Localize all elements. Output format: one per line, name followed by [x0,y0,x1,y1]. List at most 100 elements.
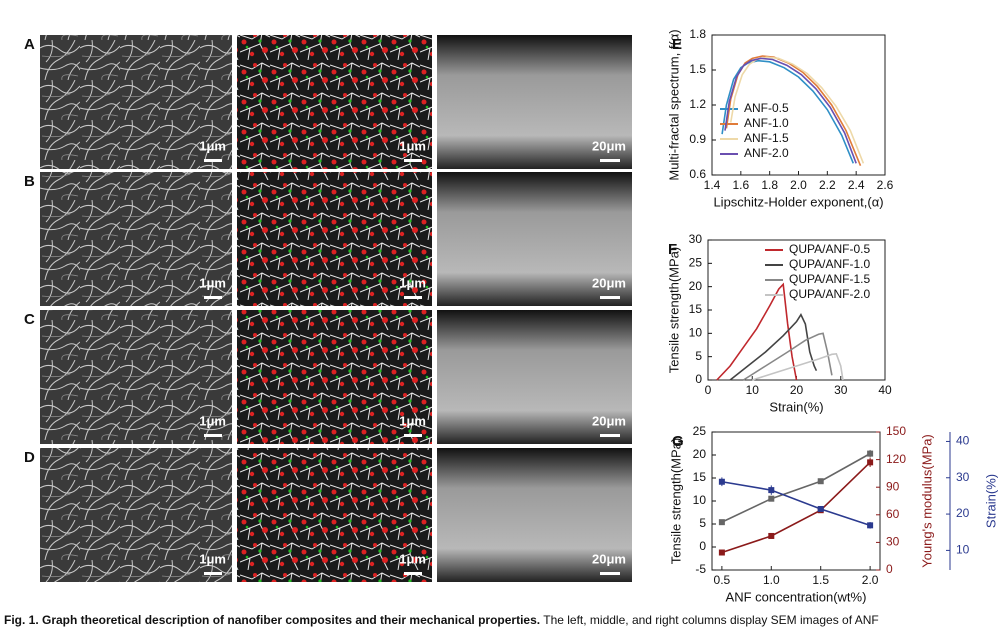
series-line [742,332,833,381]
x-tick-label: 1.6 [732,178,749,192]
y2-tick-label: 30 [886,535,900,549]
y-axis-label: Tensile strength(MPa) [668,438,683,564]
y-tick-label: 25 [689,256,703,270]
caption: Fig. 1. Graph theoretical description of… [4,613,879,627]
legend-label: ANF-1.5 [744,131,789,145]
y-tick-label: 0 [695,372,702,386]
marker [768,495,775,502]
plot-frame [711,431,881,571]
x-tick-label: 2.6 [877,178,894,192]
x-tick-label: 0.5 [714,573,731,587]
sem-image [237,35,432,169]
marker [817,478,824,485]
scale-bar [204,434,222,437]
legend-label: QUPA/ANF-0.5 [789,242,870,256]
marker [867,450,874,457]
x-tick-label: 2.2 [819,178,836,192]
scale-bar-label: 1μm [399,413,426,428]
scale-bar-label: 1μm [199,551,226,566]
x-axis-label: ANF concentration(wt%) [726,589,867,604]
y2-tick-label: 120 [886,452,906,466]
y3-tick-label: 10 [956,543,970,557]
scale-bar-label: 1μm [199,275,226,290]
y-tick-label: 0.6 [689,167,706,181]
x-tick-label: 1.4 [704,178,721,192]
sem-image [237,172,432,306]
x-tick-label: 40 [878,383,892,397]
scale-bar [204,572,222,575]
y3-tick-label: 30 [956,470,970,484]
marker [817,505,824,512]
scale-bar [404,572,422,575]
y-tick-label: 1.2 [689,97,706,111]
x-tick-label: 30 [834,383,848,397]
y-axis-label: Multi-fractal spectrum, f(α) [666,29,681,180]
marker [718,549,725,556]
y2-tick-label: 90 [886,479,900,493]
series-line [729,56,865,164]
y2-axis-label: Young's modulus(MPa) [919,434,934,568]
y-axis-label: Tensile strength(MPa) [666,247,681,373]
y2-tick-label: 0 [886,562,893,576]
legend-label: ANF-1.0 [744,116,789,130]
y-tick-label: 10 [689,326,703,340]
y-tick-label: 30 [689,232,703,246]
x-tick-label: 10 [746,383,760,397]
scale-bar-label: 1μm [199,138,226,153]
series-line [721,480,871,527]
sem-image [237,310,432,444]
scale-bar [600,159,620,162]
x-tick-label: 1.8 [761,178,778,192]
legend-label: QUPA/ANF-1.0 [789,257,870,271]
y-tick-label: 5 [699,516,706,530]
sem-image [437,35,632,169]
panel-label: E [672,36,682,53]
sem-image [437,310,632,444]
caption-text: The left, middle, and right columns disp… [543,613,878,627]
scale-bar [404,159,422,162]
sem-image [40,310,232,444]
scale-bar-label: 1μm [199,413,226,428]
series-line [721,452,871,523]
legend-label: ANF-0.5 [744,101,789,115]
scale-bar [600,296,620,299]
x-tick-label: 2.0 [862,573,879,587]
y-tick-label: 20 [689,279,703,293]
x-tick-label: 2.4 [848,178,865,192]
scale-bar-label: 20μm [592,275,626,290]
y2-tick-label: 60 [886,507,900,521]
caption-lead: Fig. 1. Graph theoretical description of… [4,613,540,627]
legend-label: QUPA/ANF-1.5 [789,272,870,286]
marker [867,522,874,529]
scale-bar-label: 20μm [592,413,626,428]
series-line [752,353,844,381]
scale-bar [404,296,422,299]
y2-tick-label: 150 [886,424,906,438]
y-tick-label: 5 [695,349,702,363]
marker [867,459,874,466]
panel-label: A [24,36,35,53]
y-tick-label: 1.8 [689,27,706,41]
y-tick-label: 10 [693,493,707,507]
y-tick-label: 1.5 [689,62,706,76]
marker [768,532,775,539]
legend-label: ANF-2.0 [744,146,789,160]
x-tick-label: 1.5 [812,573,829,587]
scale-bar [600,434,620,437]
series-line [721,461,871,554]
scale-bar-label: 1μm [399,138,426,153]
x-tick-label: 20 [790,383,804,397]
marker [718,478,725,485]
y-tick-label: 15 [693,470,707,484]
sem-image [40,172,232,306]
panel-label: D [24,449,35,466]
x-axis-label: Strain(%) [769,399,823,414]
scale-bar [204,159,222,162]
scale-bar [204,296,222,299]
y-tick-label: 20 [693,447,707,461]
panel-label: G [672,433,684,450]
sem-image [437,448,632,582]
panel-label: F [668,241,677,258]
sem-image [40,35,232,169]
